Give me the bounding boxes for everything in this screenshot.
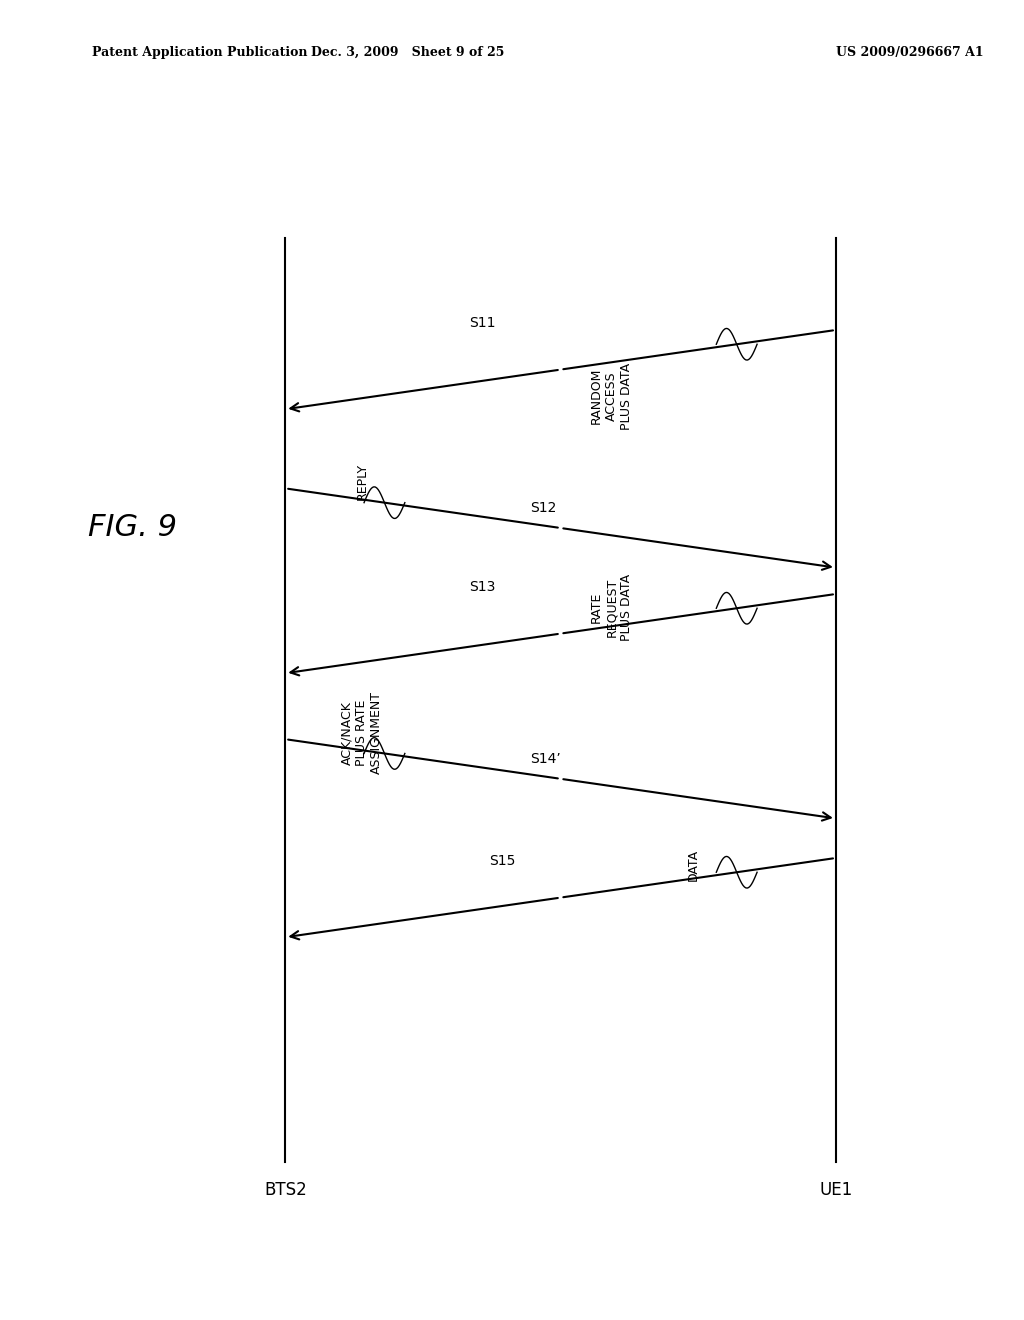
- Text: UE1: UE1: [819, 1181, 852, 1200]
- Text: S12: S12: [530, 502, 556, 515]
- Text: BTS2: BTS2: [264, 1181, 307, 1200]
- Text: ACK/NACK
PLUS RATE
ASSIGNMENT: ACK/NACK PLUS RATE ASSIGNMENT: [340, 692, 383, 774]
- Text: RATE
REQUEST
PLUS DATA: RATE REQUEST PLUS DATA: [590, 574, 633, 640]
- Text: S14’: S14’: [530, 752, 561, 766]
- Text: Patent Application Publication: Patent Application Publication: [92, 46, 307, 59]
- Text: Dec. 3, 2009   Sheet 9 of 25: Dec. 3, 2009 Sheet 9 of 25: [311, 46, 505, 59]
- Text: RANDOM
ACCESS
PLUS DATA: RANDOM ACCESS PLUS DATA: [590, 363, 633, 429]
- Text: S15: S15: [489, 854, 516, 867]
- Text: REPLY: REPLY: [355, 463, 369, 500]
- Text: FIG. 9: FIG. 9: [88, 513, 177, 543]
- Text: DATA: DATA: [686, 849, 699, 880]
- Text: US 2009/0296667 A1: US 2009/0296667 A1: [836, 46, 983, 59]
- Text: S11: S11: [469, 317, 496, 330]
- Text: S13: S13: [469, 581, 496, 594]
